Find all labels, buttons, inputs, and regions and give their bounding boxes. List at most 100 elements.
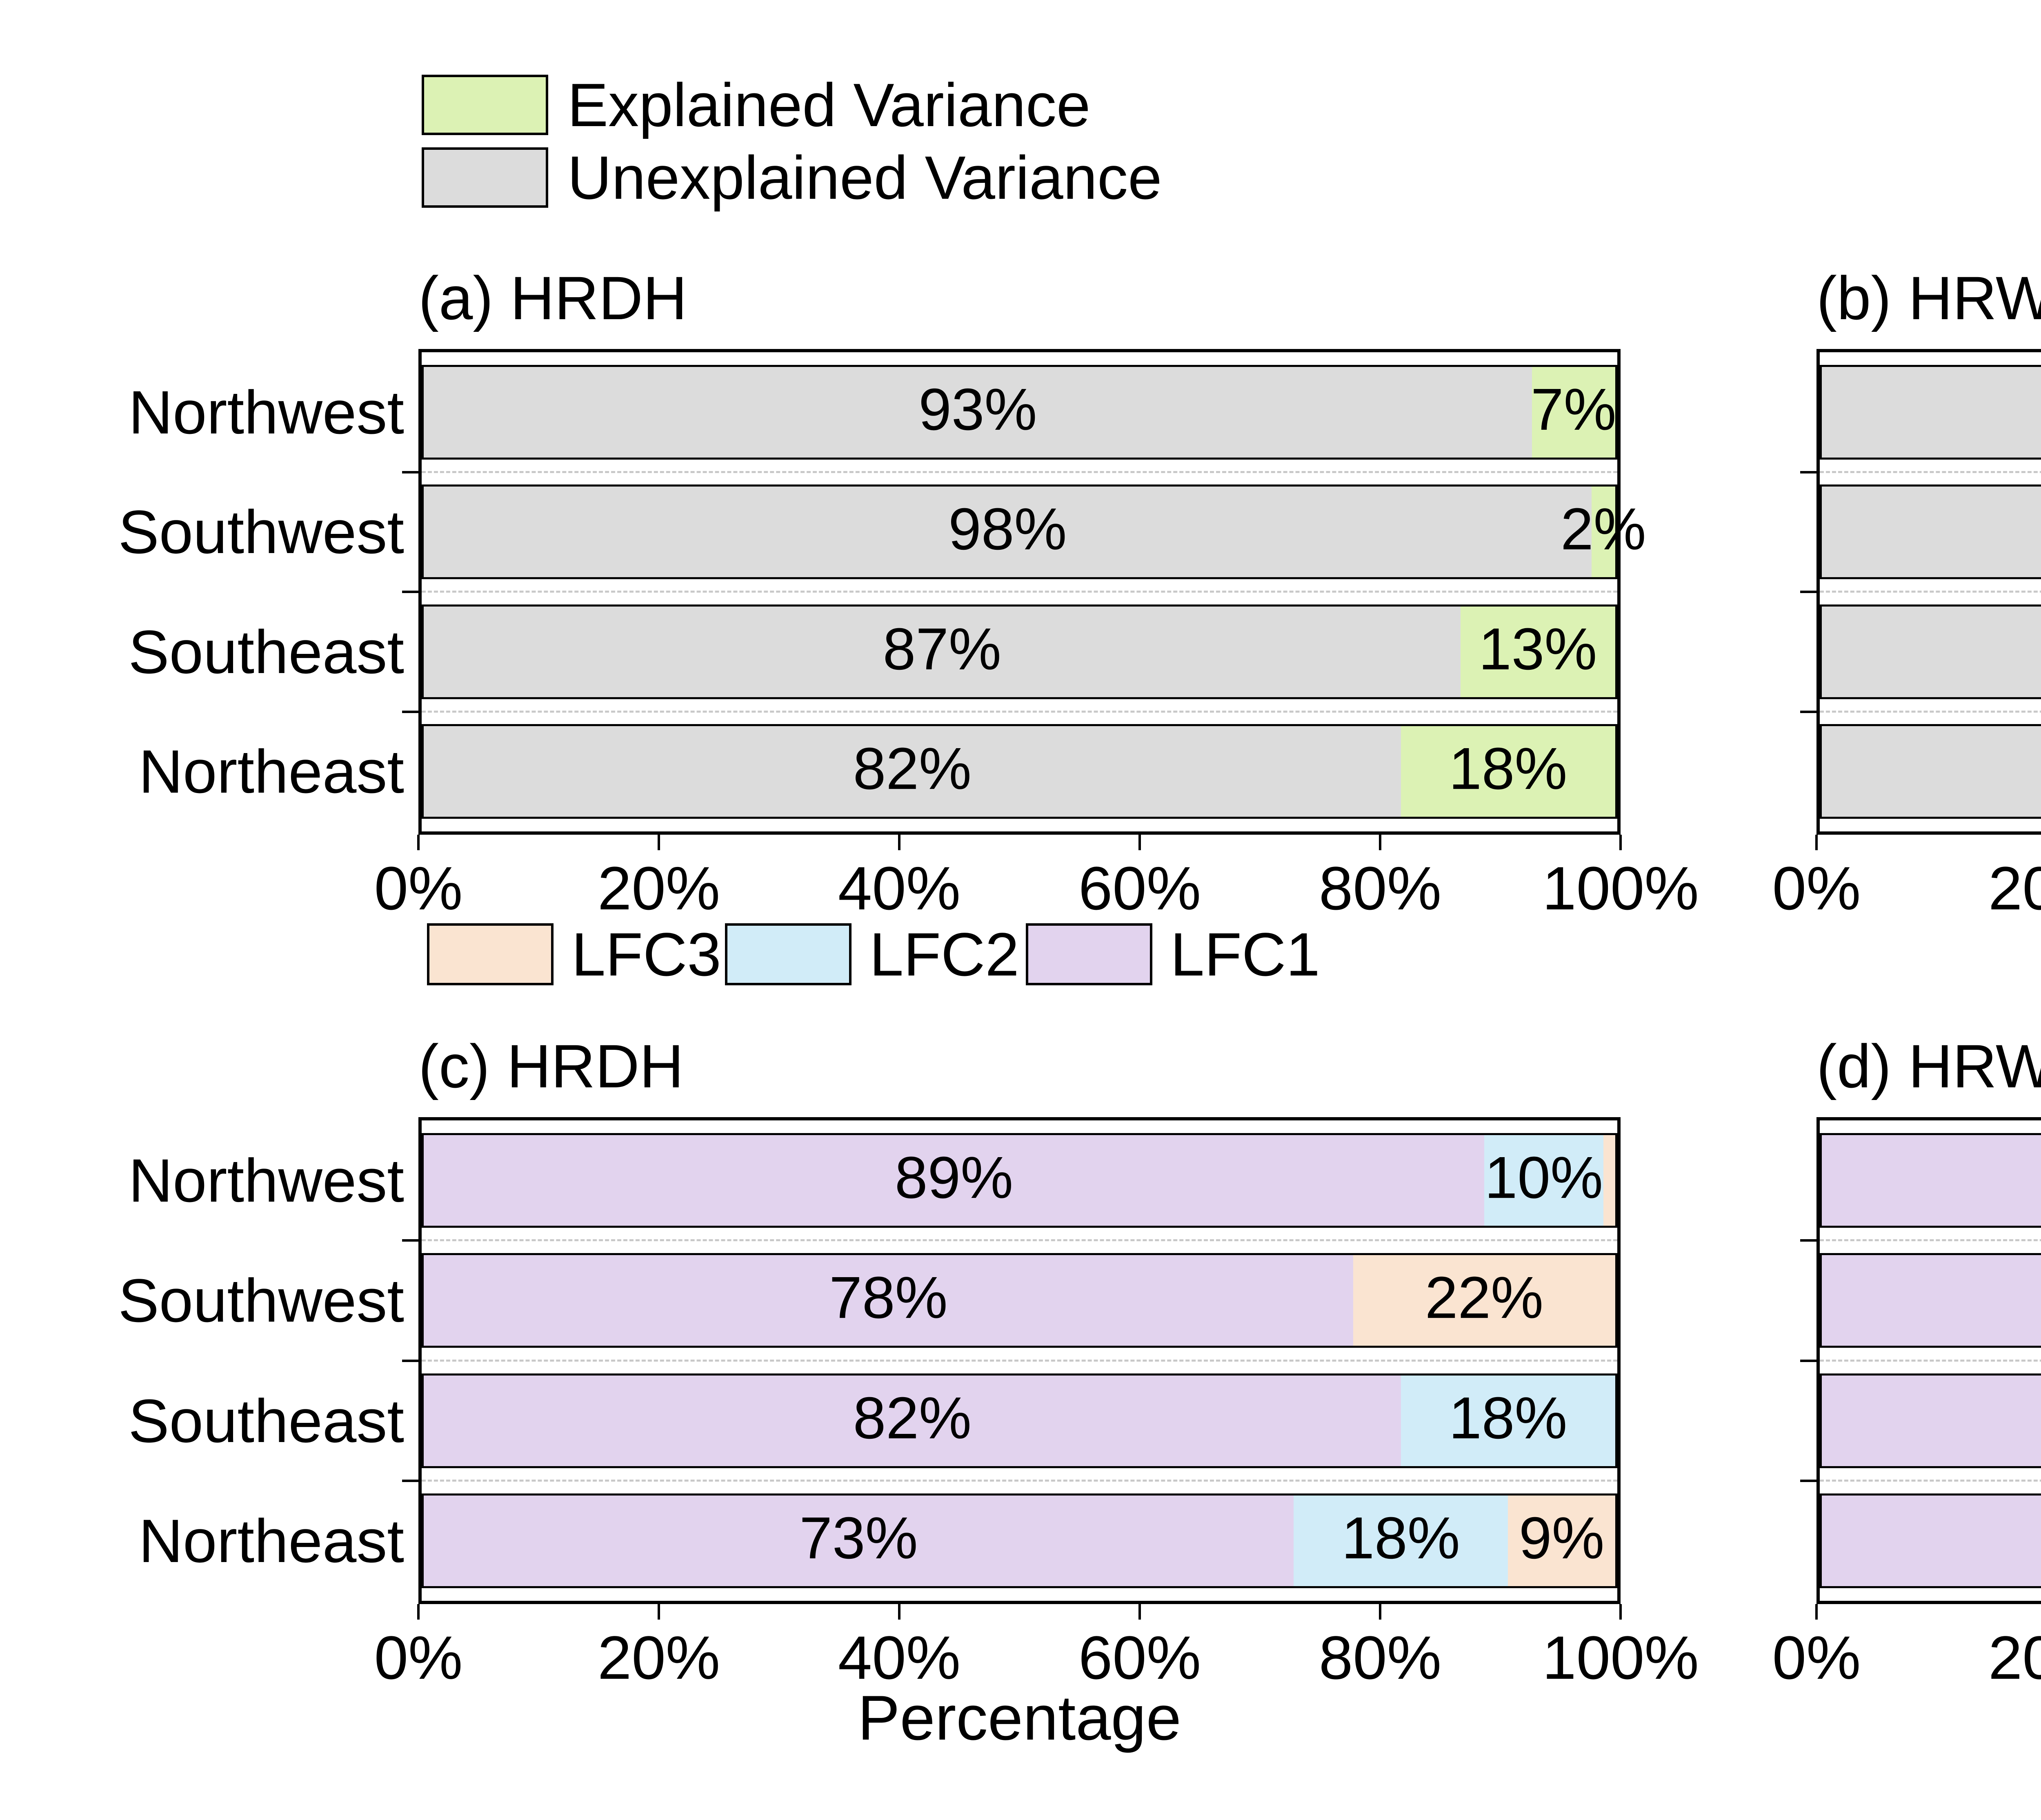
category-separator [1820, 471, 2041, 473]
bar-segment-lfc1 [1822, 1255, 2041, 1346]
x-axis-tick [658, 835, 660, 850]
bar-row-southwest: 78% 22% [422, 1253, 1617, 1348]
x-axis-tick [1138, 1604, 1141, 1620]
bar-row-northwest: 94% [1820, 1133, 2041, 1228]
legend-label-lfc2: LFC2 [869, 920, 1019, 989]
bar-segment-label: 13% [1479, 616, 1597, 682]
y-axis-tick [402, 471, 422, 473]
legend-label-lfc3: LFC3 [571, 920, 721, 989]
bar-row-southeast: 72%15%13% [1820, 1373, 2041, 1468]
x-axis-tick [1138, 835, 1141, 850]
bar-segment-label: 2% [1561, 496, 1646, 562]
y-axis-tick [402, 1239, 422, 1242]
plot-area-d: 94% 98% 72%15%13% 97% [1816, 1117, 2041, 1604]
y-axis-tick [1800, 1479, 1820, 1482]
x-tick-label: 60% [1078, 854, 1201, 922]
bar-segment-unexplained-variance [1822, 487, 2041, 578]
x-tick-label: 20% [597, 854, 720, 922]
bar-row-northwest: 93% 7% [422, 364, 1617, 460]
x-tick-label: 0% [374, 854, 463, 922]
bar-row-southeast: 62%38% [1820, 604, 2041, 699]
panel-title-b: (b) HRWH [1816, 264, 2041, 332]
bar-segment-explained-variance [1532, 367, 1615, 458]
x-tick-label: 100% [1542, 1623, 1699, 1692]
plot-area-b: 74%26% 53%47% 62%38% 93%7% [1816, 349, 2041, 835]
bar-segment-unexplained-variance [1822, 367, 2041, 458]
bar-segment-unexplained-variance [424, 487, 1592, 578]
y-axis-tick [1800, 591, 1820, 593]
category-separator [1820, 1239, 2041, 1242]
x-axis-tick [658, 1604, 660, 1620]
bar-segment-label: 18% [1449, 736, 1567, 802]
bar-segment-lfc3 [1508, 1495, 1615, 1586]
region-label-southeast: Southeast [128, 617, 404, 686]
bar-segment-unexplained-variance [424, 606, 1461, 697]
bar-segment-explained-variance [1401, 726, 1615, 817]
y-axis-tick [402, 1479, 422, 1482]
x-axis-tick [417, 835, 420, 850]
bar-segment-label: 73% [799, 1504, 918, 1571]
unexplained-variance-swatch [422, 147, 548, 208]
bar-row-northwest: 89% 10% [422, 1133, 1617, 1228]
region-label-northwest: Northwest [128, 378, 404, 447]
x-tick-label: 80% [1318, 854, 1442, 922]
bar-segment-lfc3 [1353, 1255, 1615, 1346]
x-axis-tick [1619, 1604, 1622, 1620]
explained-variance-swatch [422, 75, 548, 135]
region-label-northwest: Northwest [128, 1146, 404, 1215]
legend-label-lfc1: LFC1 [1170, 920, 1320, 989]
bar-segment-label: 82% [853, 736, 972, 802]
y-axis-tick [402, 1359, 422, 1362]
lfc1-swatch [1026, 923, 1152, 985]
x-axis-tick [1815, 1604, 1818, 1620]
y-axis-tick [1800, 1359, 1820, 1362]
bar-segment-unexplained-variance [1822, 606, 2041, 697]
x-axis-tick [1815, 835, 1818, 850]
y-axis-tick [1800, 471, 1820, 473]
x-axis-tick [1379, 835, 1381, 850]
x-axis-tick [898, 835, 900, 850]
bar-segment-label: 89% [894, 1144, 1014, 1211]
x-tick-label: 100% [1542, 854, 1699, 922]
legend-label-explained: Explained Variance [567, 71, 1091, 139]
category-separator [1820, 710, 2041, 713]
bar-segment-lfc1 [424, 1495, 1294, 1586]
x-tick-label: 80% [1318, 1623, 1442, 1692]
legend-label-unexplained: Unexplained Variance [567, 143, 1162, 212]
bar-segment-explained-variance [1591, 487, 1615, 578]
bar-segment-label: 10% [1484, 1144, 1603, 1211]
bar-segment-label: 98% [948, 496, 1067, 562]
panel-title-d: (d) HRWH [1816, 1032, 2041, 1100]
bar-row-northeast: 97% [1820, 1493, 2041, 1588]
x-axis-tick [898, 1604, 900, 1620]
bar-row-southeast: 82% 18% [422, 1373, 1617, 1468]
region-label-northeast: Northeast [138, 737, 404, 806]
x-axis-tick [1379, 1604, 1381, 1620]
x-axis-label: Percentage [858, 1682, 1181, 1753]
category-separator [422, 1359, 1617, 1362]
y-axis-tick [402, 710, 422, 713]
plot-area-c: 89% 10% 78% 22% 82% 18% 73% 18% 9% [418, 1117, 1621, 1604]
bar-segment-lfc2 [1484, 1135, 1603, 1226]
bar-segment-lfc2 [1293, 1495, 1508, 1586]
x-tick-label: 40% [838, 854, 961, 922]
x-tick-label: 40% [838, 1623, 961, 1692]
x-tick-label: 20% [597, 1623, 720, 1692]
bar-row-southwest: 98% 2% [422, 484, 1646, 580]
bar-segment-lfc1 [1822, 1135, 2041, 1226]
bar-segment-label: 87% [883, 616, 1001, 682]
category-separator [422, 710, 1617, 713]
x-tick-label: 20% [1988, 854, 2041, 922]
bar-row-southwest: 53%47% [1820, 484, 2041, 580]
bar-segment-lfc1 [424, 1255, 1353, 1346]
x-axis-tick [1619, 835, 1622, 850]
bar-row-northeast: 73% 18% 9% [422, 1493, 1617, 1588]
x-tick-label: 60% [1078, 1623, 1201, 1692]
bar-segment-lfc2 [1401, 1375, 1615, 1466]
bar-row-northwest: 74%26% [1820, 364, 2041, 460]
bar-segment-label: 18% [1449, 1384, 1567, 1451]
category-separator [422, 1479, 1617, 1482]
category-separator [422, 1239, 1617, 1242]
bar-segment-lfc1 [1822, 1495, 2041, 1586]
